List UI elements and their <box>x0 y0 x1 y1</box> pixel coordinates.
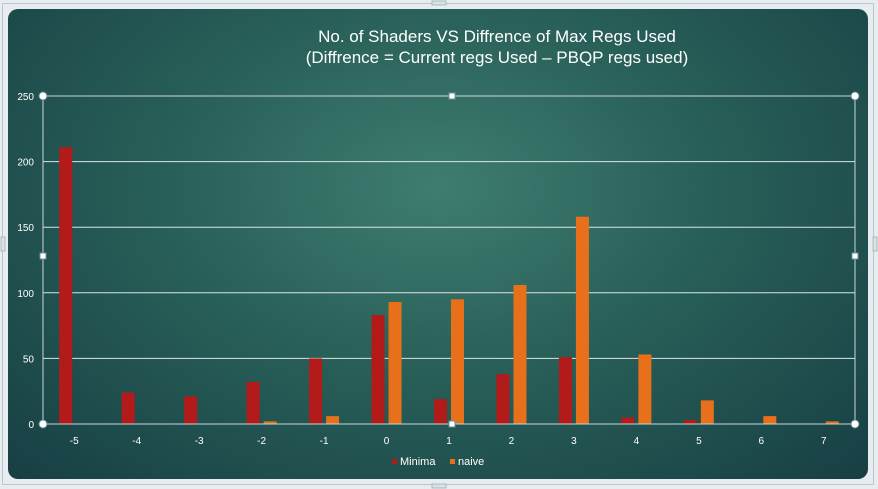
plot-area-border <box>42 95 856 425</box>
legend-swatch-naive <box>450 459 455 464</box>
x-tick-label-1: -4 <box>132 436 141 447</box>
bar-minima--3 <box>184 396 198 424</box>
x-tick-label-4: -1 <box>320 436 329 447</box>
edge-handle-3[interactable] <box>851 252 859 260</box>
x-tick-label-10: 5 <box>696 436 702 447</box>
bar-naive-2 <box>513 284 527 424</box>
bar-naive--2 <box>263 421 277 424</box>
legend-swatch-minima <box>392 459 397 464</box>
y-tick-label-0: 0 <box>28 420 34 431</box>
x-tick-label-0: -5 <box>70 436 79 447</box>
bar-naive-4 <box>638 354 652 424</box>
x-tick-label-3: -2 <box>257 436 266 447</box>
x-tick-label-11: 6 <box>759 436 765 447</box>
bar-minima-3 <box>558 357 572 424</box>
corner-handle-0[interactable] <box>38 91 48 101</box>
edge-handle-2[interactable] <box>39 252 47 260</box>
x-tick-label-12: 7 <box>821 436 827 447</box>
bar-minima-5 <box>683 420 697 424</box>
bar-minima-4 <box>621 417 635 424</box>
bar-minima--5 <box>59 147 73 424</box>
bar-naive-7 <box>825 421 839 424</box>
x-tick-label-7: 2 <box>509 436 515 447</box>
x-tick-label-2: -3 <box>195 436 204 447</box>
x-tick-label-5: 0 <box>384 436 390 447</box>
x-tick-label-6: 1 <box>446 436 452 447</box>
frame-grip-horizontal-0[interactable] <box>431 0 447 6</box>
chart-title-line2: (Diffrence = Current regs Used – PBQP re… <box>306 48 689 67</box>
frame-grip-horizontal-1[interactable] <box>431 483 447 489</box>
edge-handle-0[interactable] <box>448 92 456 100</box>
corner-handle-1[interactable] <box>850 91 860 101</box>
y-tick-label-5: 250 <box>17 92 34 103</box>
bar-naive-5 <box>700 400 714 424</box>
edge-handle-1[interactable] <box>448 420 456 428</box>
y-tick-label-1: 50 <box>23 354 35 365</box>
frame-grip-vertical-0[interactable] <box>0 236 6 252</box>
bar-minima--2 <box>246 382 260 424</box>
bar-minima--1 <box>309 358 323 424</box>
chart-title-line1: No. of Shaders VS Diffrence of Max Regs … <box>318 27 676 46</box>
bar-naive-0 <box>388 301 402 424</box>
bar-naive--1 <box>326 416 340 424</box>
y-tick-label-4: 200 <box>17 158 34 169</box>
corner-handle-3[interactable] <box>850 419 860 429</box>
bar-naive-1 <box>451 299 464 424</box>
legend-label-naive: naive <box>458 456 484 468</box>
frame-grip-vertical-1[interactable] <box>872 236 878 252</box>
bar-naive-3 <box>575 216 589 424</box>
y-tick-label-2: 100 <box>17 289 34 300</box>
x-tick-label-9: 4 <box>634 436 640 447</box>
bar-naive-6 <box>763 416 777 424</box>
bar-minima-1 <box>434 399 447 424</box>
bar-minima-0 <box>371 315 385 424</box>
bar-minima-2 <box>496 374 510 424</box>
legend-label-minima: Minima <box>400 456 436 468</box>
x-tick-label-8: 3 <box>571 436 577 447</box>
bar-minima--4 <box>121 392 135 424</box>
corner-handle-2[interactable] <box>38 419 48 429</box>
y-tick-label-3: 150 <box>17 223 34 234</box>
